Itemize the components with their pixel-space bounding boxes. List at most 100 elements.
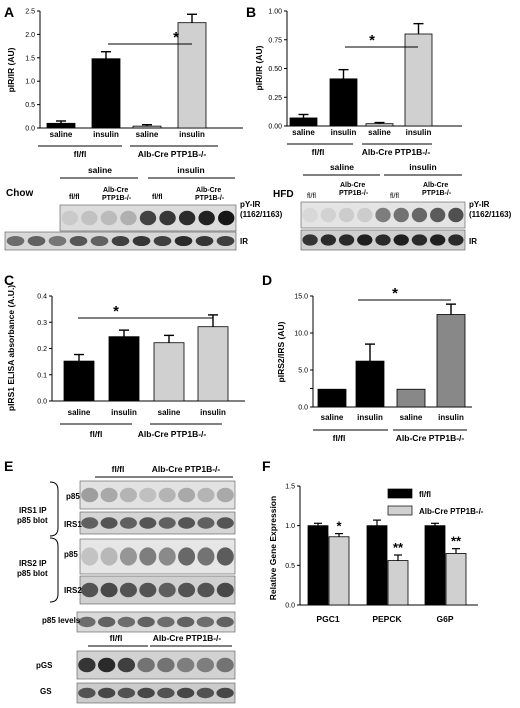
y-tick-label-b: 0.00 [268, 124, 282, 131]
blot-band [176, 687, 195, 699]
significance-star-a: * [173, 29, 179, 46]
blot-band [216, 547, 234, 566]
y-axis-label-c: pIRS1 ELISA absorbance (A.U.) [6, 285, 16, 411]
bar-d-2 [355, 360, 385, 408]
e-genotype-flfl: fl/fl [112, 464, 125, 474]
significance-star-b: * [369, 32, 375, 49]
bar-b-1 [289, 117, 318, 127]
blot-band [216, 487, 234, 503]
significance-f: ** [451, 534, 462, 549]
legend-swatch-flfl [387, 488, 413, 499]
blot-band [198, 210, 215, 226]
blot-band [216, 616, 234, 628]
y-tick-label-a: 2.5 [25, 9, 35, 16]
e-genotype-flfl-2: fl/fl [110, 633, 123, 643]
panel-f-legend: fl/fl Alb-Cre PTP1B-/- [387, 488, 484, 516]
bar-a-3 [132, 125, 162, 129]
y-tick-label-c: 0.2 [37, 346, 47, 353]
blot-band [100, 547, 118, 566]
blot-band [375, 207, 391, 223]
e-blot-strip [79, 480, 236, 510]
legend-label-flfl: fl/fl [419, 490, 431, 499]
blot-band [448, 234, 464, 246]
category-label-a: saline [136, 130, 159, 139]
e-band-pgs: pGS [36, 661, 53, 670]
panel-label-d: D [262, 272, 272, 288]
bar-b-3 [365, 123, 394, 127]
chow-lane-ko-1: Alb-Cre PTP1B-/- [102, 187, 132, 202]
bar-f-pgc1-1 [307, 525, 329, 606]
blot-band [448, 207, 464, 223]
group-label-a: Alb-Cre PTP1B-/- [138, 149, 207, 159]
chow-lane-flfl-1: fl/fl [69, 194, 80, 201]
y-tick-label-d: 10.0 [294, 331, 308, 338]
panel-label-b: B [246, 4, 256, 20]
blot-band [81, 210, 98, 226]
blot-band [81, 517, 99, 529]
e-blot-strip [76, 611, 236, 633]
y-tick-label-c: 0.0 [37, 399, 47, 406]
legend-swatch-ko [387, 505, 413, 516]
category-label-c: insulin [200, 408, 226, 417]
blot-band [139, 517, 157, 529]
blot-band [178, 210, 196, 226]
blot-band [81, 582, 99, 598]
blot-band [119, 517, 137, 529]
y-tick-label-a: 1.5 [25, 55, 35, 62]
hfd-saline-label: saline [330, 162, 354, 172]
blot-band [216, 517, 234, 529]
blot-band [139, 210, 157, 226]
category-label-d: insulin [357, 413, 383, 422]
category-label-c: insulin [111, 408, 137, 417]
hfd-lane-flfl-2: fl/fl [390, 193, 399, 200]
y-tick-label-a: 1.0 [25, 79, 35, 86]
blot-band [153, 235, 172, 247]
y-tick-label-d: 5.0 [298, 368, 308, 375]
blot-band [178, 487, 196, 503]
chow-lane-ko-2: Alb-Cre PTP1B-/- [195, 187, 225, 202]
blot-band [139, 547, 157, 566]
y-axis-label-d: pIRS2/IRS (AU) [276, 321, 286, 382]
significance-f: * [336, 519, 342, 534]
bar-c-4 [197, 326, 229, 402]
category-label-c: saline [68, 408, 91, 417]
chow-ir-label: IR [240, 237, 248, 246]
blot-band [159, 210, 176, 226]
bar-f-pepck-2 [387, 560, 409, 606]
chart-b: 0.00 0.25 0.50 0.75 1.00 pIR/IR (AU) saline ins… [254, 9, 462, 157]
y-tick-label-c: 0.4 [37, 294, 47, 301]
chow-lane-flfl-2: fl/fl [152, 194, 163, 201]
blot-band [97, 616, 116, 628]
hfd-ir-label: IR [469, 237, 477, 246]
blot-band [196, 687, 215, 699]
blot-band [27, 235, 46, 247]
hfd-pyir-label: pY-IR (1162/1163) [469, 200, 512, 219]
blot-band [196, 616, 215, 628]
hfd-lane-ko-1: Alb-Cre PTP1B-/- [339, 182, 369, 197]
blot-band [81, 487, 99, 503]
category-label-d: saline [400, 413, 423, 422]
blot-band [158, 582, 176, 598]
panel-label-f: F [262, 458, 271, 474]
blot-band [97, 657, 116, 673]
chow-pyir-label: pY-IR (1162/1163) [240, 200, 283, 219]
group-label-c: fl/fl [90, 429, 103, 439]
blot-band [139, 582, 157, 598]
blot-band [158, 547, 176, 566]
category-label-f: PGC1 [316, 614, 339, 624]
significance-f: ** [393, 540, 404, 555]
blot-band [69, 235, 88, 247]
bar-b-4 [404, 33, 433, 127]
bar-c-1 [63, 360, 95, 402]
bar-c-3 [153, 342, 185, 402]
blot-band [197, 582, 215, 598]
blot-band [338, 207, 355, 223]
category-label-c: saline [158, 408, 181, 417]
y-tick-label-c: 0.3 [37, 320, 47, 327]
blot-band [100, 517, 118, 529]
y-tick-label-a: 0.0 [25, 126, 35, 133]
blot-band [430, 207, 446, 223]
blot-band [78, 687, 96, 699]
blot-band [178, 582, 196, 598]
